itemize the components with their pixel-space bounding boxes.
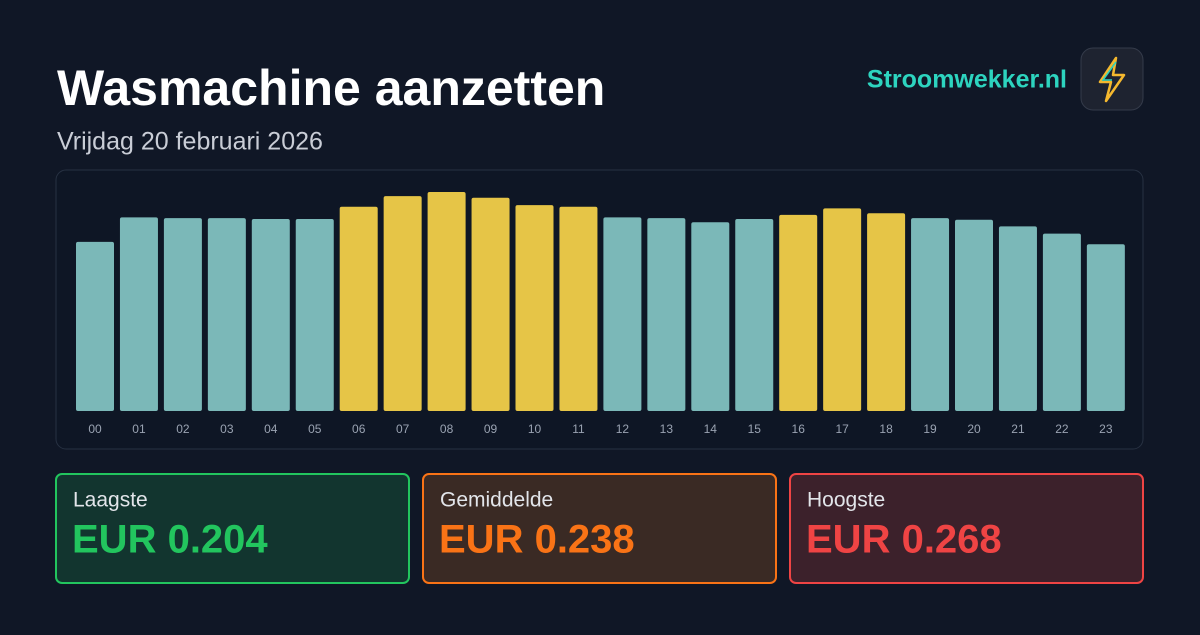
stat-value: EUR 0.204 <box>72 518 268 562</box>
subtitle: Vrijdag 20 februari 2026 <box>57 128 323 156</box>
x-tick-label: 02 <box>176 422 190 436</box>
bar <box>911 218 950 411</box>
bar <box>867 213 906 411</box>
bar <box>119 217 158 411</box>
bar <box>823 208 862 411</box>
bar <box>471 197 510 411</box>
x-tick-label: 06 <box>352 422 366 436</box>
bar <box>691 222 730 411</box>
bar <box>76 241 114 411</box>
bar <box>295 218 334 411</box>
brand[interactable]: Stroomwekker.nl <box>867 66 1067 94</box>
bar <box>207 218 246 411</box>
x-tick-label: 23 <box>1099 422 1113 436</box>
x-tick-label: 12 <box>616 422 630 436</box>
stat-value: EUR 0.238 <box>439 518 635 562</box>
bar <box>647 218 686 411</box>
brand-icon <box>1080 47 1144 111</box>
x-tick-label: 07 <box>396 422 410 436</box>
stat-value: EUR 0.268 <box>806 518 1002 562</box>
bar <box>735 218 774 411</box>
stat-label: Gemiddelde <box>440 489 553 512</box>
bar <box>603 217 642 411</box>
x-tick-label: 08 <box>440 422 454 436</box>
stat-card <box>789 473 1144 584</box>
bar <box>163 218 202 411</box>
stat-card <box>422 473 777 584</box>
stat-label: Hoogste <box>807 489 885 512</box>
x-tick-label: 15 <box>748 422 762 436</box>
x-tick-label: 05 <box>308 422 322 436</box>
title: Wasmachine aanzetten <box>57 60 605 116</box>
x-tick-label: 19 <box>923 422 937 436</box>
x-tick-label: 21 <box>1011 422 1025 436</box>
x-tick-label: 14 <box>704 422 718 436</box>
bar <box>779 214 818 411</box>
x-tick-label: 10 <box>528 422 542 436</box>
x-tick-label: 17 <box>835 422 849 436</box>
stat-card <box>55 473 410 584</box>
x-tick-label: 20 <box>967 422 981 436</box>
x-tick-label: 01 <box>132 422 146 436</box>
x-tick-label: 18 <box>879 422 893 436</box>
x-tick-label: 22 <box>1055 422 1069 436</box>
bar <box>339 206 378 411</box>
bar <box>955 219 993 411</box>
x-tick-label: 09 <box>484 422 498 436</box>
x-tick-label: 13 <box>660 422 674 436</box>
bar <box>383 196 422 411</box>
bar <box>427 192 466 411</box>
x-tick-label: 16 <box>792 422 806 436</box>
stat-label: Laagste <box>73 489 148 512</box>
x-tick-label: 00 <box>88 422 102 436</box>
x-tick-label: 11 <box>572 422 585 436</box>
bar <box>559 206 598 411</box>
bar <box>1086 244 1125 411</box>
bar <box>1042 233 1081 411</box>
bar <box>998 226 1037 411</box>
bar <box>515 205 554 411</box>
x-tick-label: 04 <box>264 422 278 436</box>
x-tick-label: 03 <box>220 422 234 436</box>
bar <box>251 218 290 411</box>
